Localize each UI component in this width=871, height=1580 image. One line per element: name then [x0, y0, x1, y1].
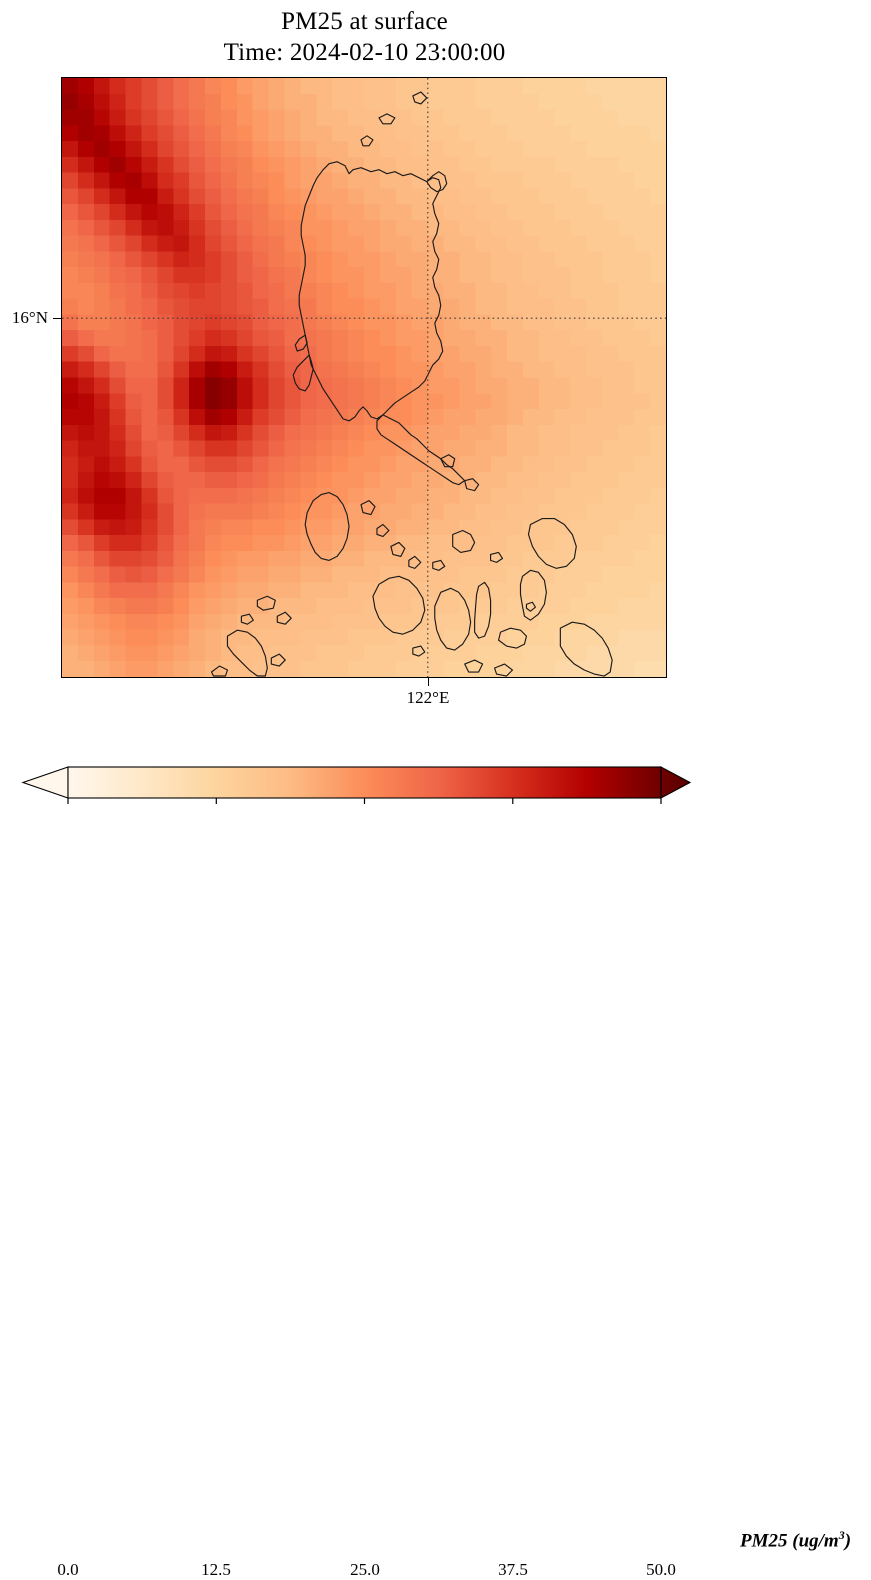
y-axis-tick-mark [53, 317, 61, 319]
coastline-overlay [210, 91, 613, 677]
y-axis-label-16n: 16°N [11, 308, 48, 327]
colorbar-tick-label-1: 12.5 [201, 1560, 231, 1579]
pm25-heatmap-raster [62, 78, 666, 677]
colorbar-label-text: PM25 (ug/m [740, 1530, 839, 1552]
colorbar-gradient[interactable] [0, 758, 871, 836]
colorbar[interactable]: 0.0 12.5 25.0 37.5 50.0 PM25 (ug/m3) [0, 758, 871, 1579]
colorbar-label-close: ) [844, 1530, 852, 1552]
colorbar-tick-label-0: 0.0 [57, 1560, 79, 1579]
title-time-line: Time: 2024-02-10 23:00:00 [223, 39, 506, 66]
graticule-gridlines [62, 78, 666, 677]
x-axis-tick-mark [427, 678, 429, 686]
colorbar-tick-label-3: 37.5 [498, 1560, 528, 1579]
colorbar-tick-label-4: 50.0 [646, 1560, 676, 1579]
colorbar-extend-min [21, 766, 69, 799]
colorbar-axis-label: PM25 (ug/m3) [740, 1528, 851, 1552]
colorbar-tick-marks [67, 798, 662, 804]
figure-title: PM25 at surface Time: 2024-02-10 23:00:0… [0, 6, 729, 68]
x-axis-label-122e: 122°E [406, 688, 450, 707]
colorbar-extend-max [660, 766, 692, 799]
title-variable-line: PM25 at surface [281, 8, 448, 35]
colorbar-body[interactable] [67, 766, 662, 799]
colorbar-tick-label-2: 25.0 [350, 1560, 380, 1579]
map-plot-area[interactable] [61, 77, 667, 678]
